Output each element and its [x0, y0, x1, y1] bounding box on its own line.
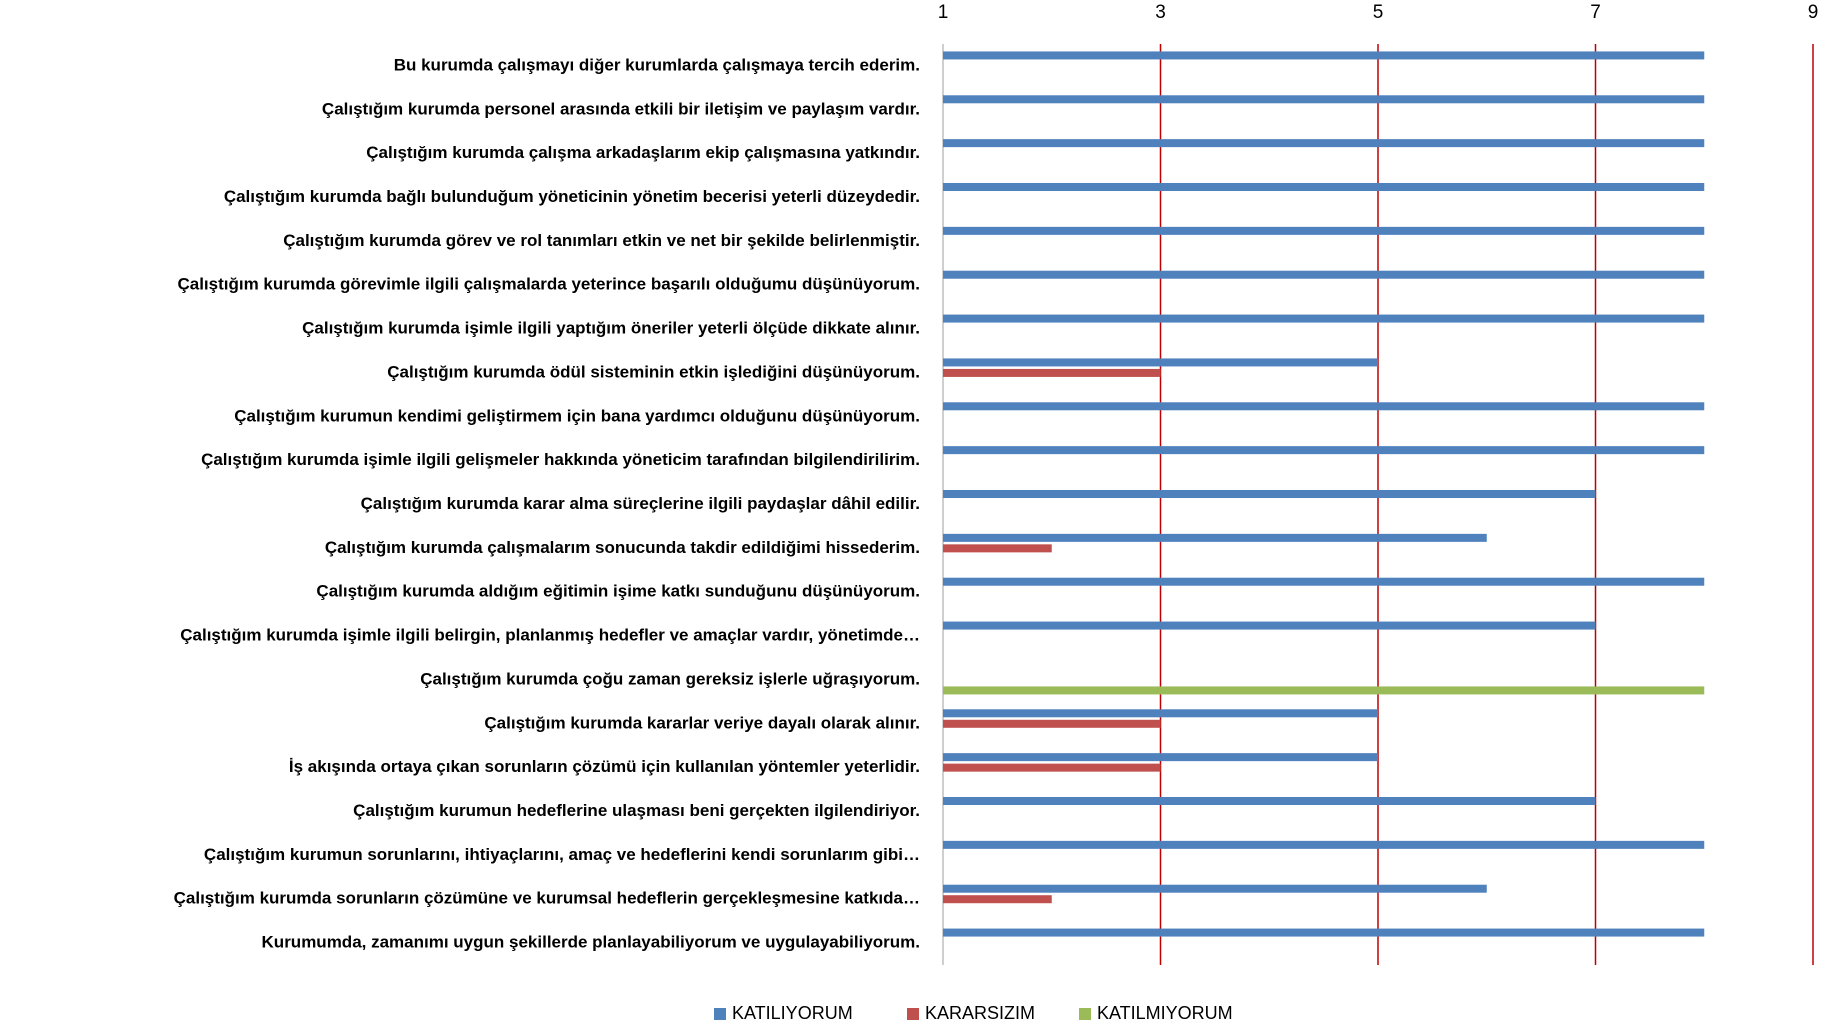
legend-label: KATILIYORUM — [732, 1003, 853, 1023]
y-tick-label: Kurumumda, zamanımı uygun şekillerde pla… — [262, 933, 920, 952]
bar — [943, 753, 1378, 762]
bar — [943, 577, 1705, 586]
x-tick-label: 1 — [938, 2, 949, 23]
bar — [943, 226, 1705, 235]
y-tick-label: Çalıştığım kurumda görev ve rol tanımlar… — [283, 231, 920, 250]
y-tick-label: Çalıştığım kurumun sorunlarını, ihtiyaçl… — [204, 845, 920, 864]
x-tick-label: 7 — [1590, 2, 1601, 23]
y-tick-label: Çalıştığım kurumda işimle ilgili yaptığı… — [302, 319, 920, 338]
bar — [943, 183, 1705, 191]
x-tick-label: 3 — [1155, 2, 1166, 23]
y-tick-label: Çalıştığım kurumda karar alma süreçlerin… — [361, 494, 920, 513]
bar — [943, 621, 1596, 630]
bar — [943, 840, 1705, 849]
bar — [943, 533, 1487, 542]
legend-swatch — [1079, 1008, 1091, 1020]
bar — [943, 95, 1705, 104]
y-tick-label: Çalıştığım kurumun kendimi geliştirmem i… — [234, 406, 920, 425]
bar — [943, 446, 1705, 455]
bar — [943, 490, 1596, 498]
bar — [943, 709, 1378, 718]
bar — [943, 884, 1487, 893]
bar — [943, 686, 1705, 695]
bar — [943, 368, 1161, 377]
bar — [943, 895, 1052, 904]
y-tick-label: Çalıştığım kurumda çalışmalarım sonucund… — [325, 538, 920, 557]
y-tick-label: Çalıştığım kurumda ödül sisteminin etkin… — [387, 362, 920, 381]
x-tick-label: 9 — [1808, 2, 1819, 23]
y-tick-label: Çalıştığım kurumda aldığım eğitimin işim… — [316, 582, 920, 601]
bar — [943, 402, 1705, 411]
bar — [943, 139, 1705, 148]
y-tick-label: Çalıştığım kurumda çalışma arkadaşlarım … — [366, 143, 920, 162]
legend-label: KATILMIYORUM — [1097, 1003, 1233, 1023]
bar — [943, 928, 1705, 937]
x-tick-label: 5 — [1373, 2, 1384, 23]
y-tick-label: Çalıştığım kurumda sorunların çözümüne v… — [174, 889, 920, 908]
legend-swatch — [714, 1008, 726, 1020]
y-tick-label: Çalıştığım kurumun hedeflerine ulaşması … — [353, 801, 920, 820]
y-tick-label: Çalıştığım kurumda işimle ilgili belirgi… — [180, 626, 920, 645]
bar — [943, 544, 1052, 553]
y-tick-label: Çalıştığım kurumda çoğu zaman gereksiz i… — [420, 669, 920, 688]
legend-swatch — [907, 1008, 919, 1020]
y-tick-label: Çalıştığım kurumda işimle ilgili gelişme… — [201, 450, 920, 469]
y-tick-label: Çalıştığım kurumda görevimle ilgili çalı… — [177, 275, 920, 294]
bar — [943, 763, 1161, 772]
y-tick-label: Çalıştığım kurumda bağlı bulunduğum yöne… — [224, 187, 920, 206]
legend-label: KARARSIZIM — [925, 1003, 1035, 1023]
y-tick-label: Bu kurumda çalışmayı diğer kurumlarda ça… — [394, 55, 920, 74]
bar — [943, 358, 1378, 367]
y-tick-label: Çalıştığım kurumda kararlar veriye dayal… — [484, 713, 920, 732]
bar — [943, 797, 1596, 805]
bar — [943, 314, 1705, 323]
y-tick-label: İş akışında ortaya çıkan sorunların çözü… — [289, 757, 920, 776]
bar — [943, 270, 1705, 279]
bar — [943, 719, 1161, 728]
bar — [943, 51, 1705, 60]
y-tick-label: Çalıştığım kurumda personel arasında etk… — [322, 99, 920, 118]
